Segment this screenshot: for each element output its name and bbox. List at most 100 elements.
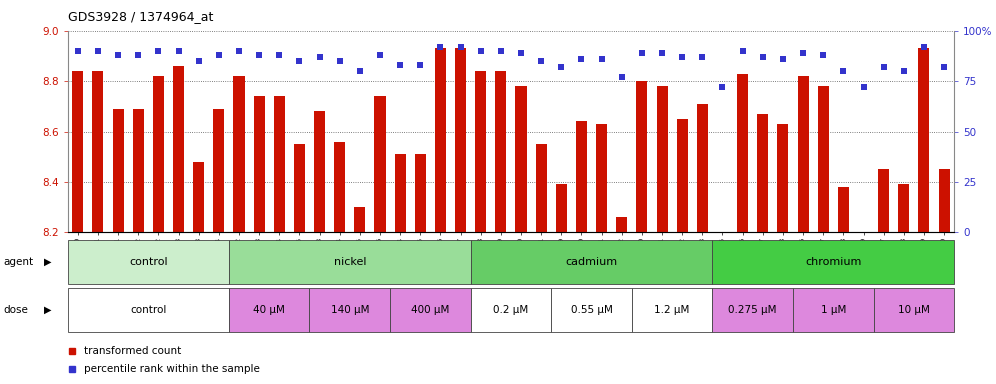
Point: [231, 48, 247, 54]
Point: [211, 52, 227, 58]
Text: percentile rank within the sample: percentile rank within the sample: [84, 364, 260, 374]
Point: [432, 44, 448, 50]
Bar: [254, 96, 265, 232]
Point: [251, 52, 267, 58]
Point: [533, 58, 549, 64]
Bar: [394, 154, 405, 232]
Point: [352, 68, 368, 74]
Point: [332, 58, 348, 64]
Bar: [73, 71, 84, 232]
Point: [111, 52, 126, 58]
Point: [392, 62, 408, 68]
Point: [574, 56, 590, 62]
Text: 0.55 μM: 0.55 μM: [571, 305, 613, 315]
Point: [775, 56, 791, 62]
Bar: [656, 86, 667, 232]
Point: [493, 48, 509, 54]
Bar: [757, 114, 768, 232]
Text: control: control: [130, 305, 166, 315]
Bar: [68, 288, 229, 332]
Text: 140 μM: 140 μM: [331, 305, 370, 315]
Point: [70, 48, 86, 54]
Text: 1 μM: 1 μM: [821, 305, 846, 315]
Bar: [712, 240, 954, 284]
Bar: [536, 144, 547, 232]
Bar: [938, 169, 949, 232]
Bar: [617, 217, 627, 232]
Bar: [898, 184, 909, 232]
Point: [654, 50, 670, 56]
Bar: [873, 288, 954, 332]
Bar: [475, 71, 486, 232]
Bar: [596, 124, 608, 232]
Bar: [556, 184, 567, 232]
Bar: [471, 240, 712, 284]
Text: dose: dose: [3, 305, 28, 315]
Text: 400 μM: 400 μM: [411, 305, 449, 315]
Bar: [918, 48, 929, 232]
Point: [271, 52, 287, 58]
Point: [614, 74, 629, 80]
Point: [312, 54, 328, 60]
Bar: [213, 109, 224, 232]
Bar: [455, 48, 466, 232]
Bar: [631, 288, 712, 332]
Point: [554, 64, 570, 70]
Bar: [152, 76, 164, 232]
Point: [735, 48, 751, 54]
Point: [170, 48, 186, 54]
Bar: [335, 142, 346, 232]
Text: 1.2 μM: 1.2 μM: [654, 305, 690, 315]
Bar: [173, 66, 184, 232]
Point: [452, 44, 468, 50]
Bar: [818, 86, 829, 232]
Bar: [314, 111, 325, 232]
Bar: [310, 288, 390, 332]
Bar: [576, 121, 587, 232]
Bar: [516, 86, 527, 232]
Bar: [778, 124, 789, 232]
Point: [513, 50, 529, 56]
Bar: [193, 162, 204, 232]
Point: [895, 68, 911, 74]
Point: [130, 52, 146, 58]
Bar: [676, 119, 687, 232]
Text: control: control: [129, 257, 167, 267]
Point: [694, 54, 710, 60]
Point: [150, 48, 166, 54]
Text: ▶: ▶: [44, 257, 52, 267]
Text: GDS3928 / 1374964_at: GDS3928 / 1374964_at: [68, 10, 213, 23]
Point: [755, 54, 771, 60]
Text: agent: agent: [3, 257, 33, 267]
Bar: [793, 288, 873, 332]
Text: nickel: nickel: [334, 257, 366, 267]
Bar: [551, 288, 631, 332]
Bar: [636, 81, 647, 232]
Bar: [414, 154, 426, 232]
Bar: [274, 96, 285, 232]
Bar: [132, 109, 143, 232]
Text: chromium: chromium: [805, 257, 862, 267]
Bar: [495, 71, 506, 232]
Point: [190, 58, 206, 64]
Point: [856, 84, 872, 90]
Text: 40 μM: 40 μM: [253, 305, 285, 315]
Text: transformed count: transformed count: [84, 346, 181, 356]
Point: [714, 84, 730, 90]
Bar: [737, 74, 748, 232]
Bar: [838, 187, 849, 232]
Bar: [712, 288, 793, 332]
Text: 0.275 μM: 0.275 μM: [728, 305, 777, 315]
Text: cadmium: cadmium: [566, 257, 618, 267]
Bar: [294, 144, 305, 232]
Point: [412, 62, 428, 68]
Bar: [390, 288, 471, 332]
Point: [875, 64, 891, 70]
Text: 10 μM: 10 μM: [898, 305, 930, 315]
Point: [836, 68, 852, 74]
Point: [795, 50, 811, 56]
Text: ▶: ▶: [44, 305, 52, 315]
Point: [816, 52, 832, 58]
Bar: [229, 288, 310, 332]
Bar: [798, 76, 809, 232]
